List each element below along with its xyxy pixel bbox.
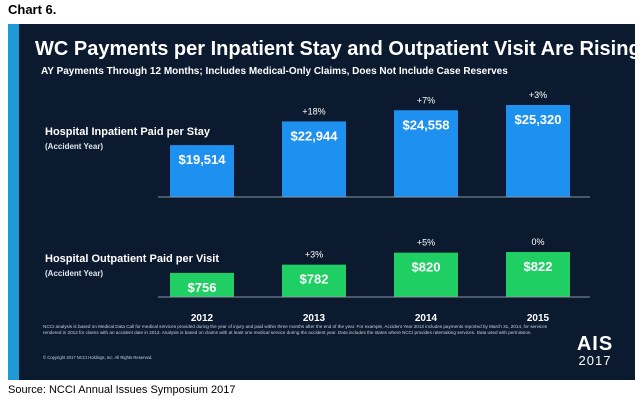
inpatient-value-label: $22,944: [291, 128, 339, 143]
x-tick-label: 2014: [415, 313, 438, 324]
outpatient-change-label: 0%: [531, 237, 544, 247]
slide-subtitle: AY Payments Through 12 Months; Includes …: [41, 66, 508, 77]
slide-panel: WC Payments per Inpatient Stay and Outpa…: [8, 24, 635, 380]
outpatient-bar-2014: [394, 252, 458, 297]
inpatient-value-label: $19,514: [179, 152, 227, 167]
inpatient-label: Hospital Inpatient Paid per Stay: [45, 126, 211, 138]
chart-number: Chart 6.: [8, 2, 57, 17]
x-tick-label: 2015: [527, 313, 550, 324]
outpatient-value-label: $782: [300, 272, 329, 287]
copyright: © Copyright 2017 NCCI Holdings, Inc. All…: [43, 355, 153, 360]
inpatient-sublabel: (Accident Year): [45, 142, 104, 151]
inpatient-bar-2012: [170, 145, 234, 197]
outpatient-sublabel: (Accident Year): [45, 269, 104, 278]
outpatient-row-label: Hospital Outpatient Paid per Visit (Acci…: [45, 252, 219, 281]
x-tick-label: 2012: [191, 313, 214, 324]
outpatient-bar-2012: [170, 272, 234, 297]
inpatient-change-label: +7%: [417, 95, 435, 105]
inpatient-bar-2015: [506, 105, 570, 197]
outpatient-value-label: $820: [412, 260, 441, 275]
outpatient-value-label: $756: [188, 280, 217, 295]
source-note: Source: NCCI Annual Issues Symposium 201…: [8, 384, 236, 396]
inpatient-value-label: $24,558: [403, 117, 450, 132]
outpatient-value-label: $822: [524, 259, 553, 274]
x-tick-label: 2013: [303, 313, 326, 324]
inpatient-value-label: $25,320: [515, 112, 562, 127]
outpatient-label: Hospital Outpatient Paid per Visit: [45, 253, 219, 265]
outpatient-bar-2013: [282, 264, 346, 297]
payments-bar-chart: $19,514 $22,944 +18% $24,558 +7% $25,320 +3% $7…: [158, 90, 590, 324]
inpatient-change-label: +3%: [529, 90, 547, 100]
logo-year: 2017: [578, 353, 612, 368]
slide-title: WC Payments per Inpatient Stay and Outpa…: [35, 38, 635, 60]
inpatient-row-label: Hospital Inpatient Paid per Stay (Accide…: [45, 125, 210, 154]
outpatient-change-label: +5%: [417, 238, 435, 248]
logo-text: AIS: [576, 333, 614, 355]
accent-bar: [8, 24, 19, 380]
outpatient-bar-2015: [506, 252, 570, 297]
ais-logo: AIS 2017: [570, 334, 620, 368]
inpatient-change-label: +18%: [302, 106, 325, 116]
inpatient-bar-2014: [394, 110, 458, 197]
footnote: NCCI analysis is based on Medical Data C…: [43, 324, 548, 336]
outpatient-change-label: +3%: [305, 250, 323, 260]
inpatient-bar-2013: [282, 121, 346, 197]
